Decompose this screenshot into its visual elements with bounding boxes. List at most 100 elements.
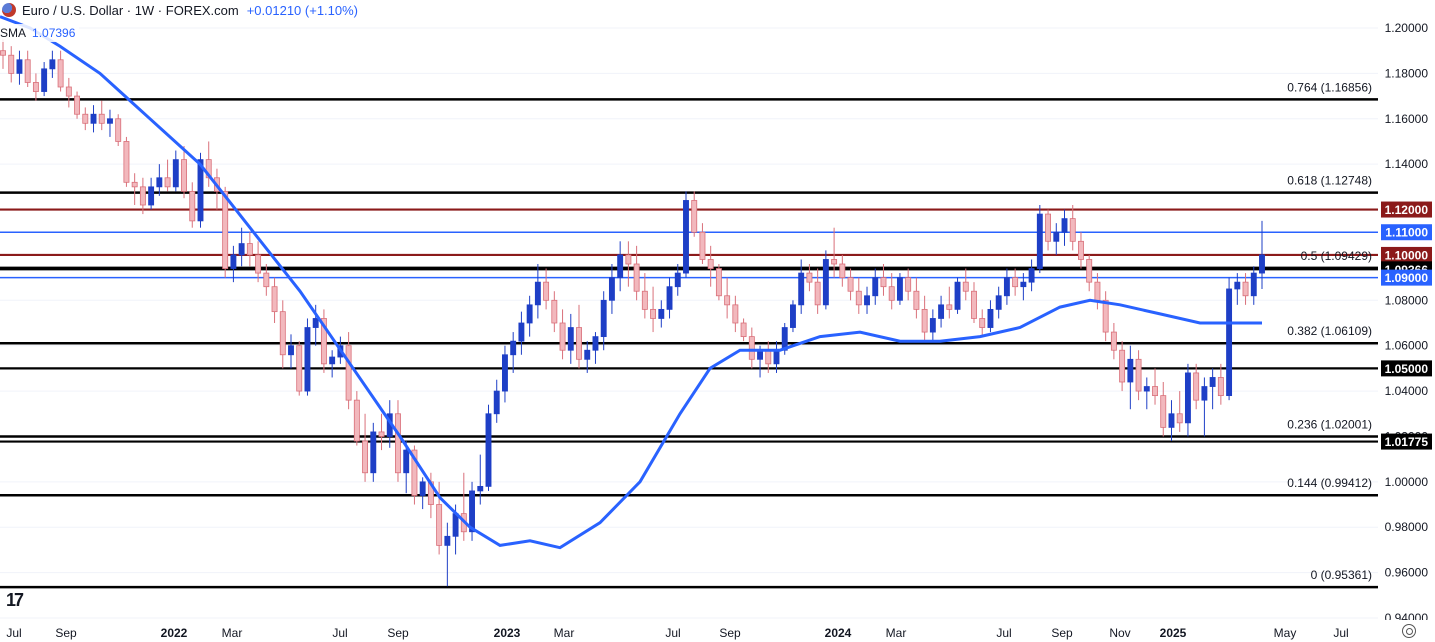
candle <box>691 191 698 237</box>
candle-body <box>650 308 657 319</box>
candle-body <box>1003 277 1010 297</box>
candle <box>617 241 624 292</box>
candle-body <box>1234 281 1241 290</box>
sma-legend[interactable]: SMA 1.07396 <box>0 24 80 42</box>
price-level-label: 1.05000 <box>1385 362 1429 376</box>
price-level-tag <box>1381 433 1432 450</box>
candle <box>864 286 870 314</box>
price-axis[interactable]: 1.20000 1.18000 1.16000 1.14000 1.12000 1.100… <box>1378 0 1435 625</box>
candle <box>304 318 311 396</box>
candle <box>123 136 130 187</box>
candle <box>1209 368 1216 410</box>
candle-body <box>822 259 829 306</box>
candle <box>131 173 138 205</box>
candle-body <box>288 345 294 356</box>
candle <box>913 277 920 319</box>
candle <box>551 291 558 333</box>
candle-body <box>362 440 369 474</box>
settings-icon[interactable] <box>1402 624 1416 638</box>
candle-body <box>131 181 138 188</box>
candle-body <box>304 327 311 392</box>
candle-body <box>24 59 31 83</box>
price-level-label: 1.12000 <box>1385 203 1429 217</box>
candle-body <box>592 336 599 351</box>
symbol-title[interactable]: Euro / U.S. Dollar · 1W · FOREX.com <box>22 2 239 18</box>
candle <box>477 454 484 505</box>
candle-body <box>148 186 155 206</box>
candle-body <box>205 159 212 179</box>
candle-body <box>1193 372 1200 401</box>
candle-body <box>559 322 566 351</box>
candle-body <box>839 263 846 279</box>
candle <box>896 273 903 305</box>
candle <box>1217 363 1224 405</box>
candle-body <box>608 277 615 301</box>
x-tick-label: Jul <box>6 626 21 640</box>
candle <box>57 50 64 92</box>
candle <box>222 186 229 278</box>
candle <box>1036 205 1043 274</box>
candle <box>419 477 426 510</box>
candle-body <box>641 290 648 310</box>
candle-body <box>526 304 533 324</box>
candle <box>353 391 360 446</box>
candle-body <box>896 277 903 301</box>
candle-body <box>444 535 451 546</box>
candle <box>148 177 155 210</box>
tradingview-logo-icon[interactable]: 17 <box>6 590 24 610</box>
candle <box>444 522 451 587</box>
candle-body <box>1061 218 1068 233</box>
candle <box>625 241 632 287</box>
price-level-label: 1.09000 <box>1385 271 1429 285</box>
candle-body <box>1127 358 1134 383</box>
candle <box>90 105 97 133</box>
candle-body <box>1069 218 1076 242</box>
candle <box>107 109 113 137</box>
candle-body <box>296 345 303 392</box>
candle-body <box>1259 254 1265 274</box>
candle <box>164 159 171 192</box>
candle-body <box>699 231 706 260</box>
candle <box>329 350 336 378</box>
candle-body <box>674 272 681 288</box>
candle <box>954 277 961 314</box>
candle <box>872 268 879 305</box>
candle <box>1250 266 1257 305</box>
candle <box>518 311 525 355</box>
candle-body <box>0 50 6 56</box>
candles <box>0 39 1265 587</box>
candle-body <box>1160 395 1167 428</box>
candle <box>82 107 89 131</box>
candle <box>246 232 253 267</box>
candle-body <box>707 259 714 269</box>
candle <box>502 345 508 403</box>
candle-body <box>1036 213 1043 269</box>
price-level-tag <box>1381 360 1432 377</box>
price-level-tag <box>1381 246 1432 263</box>
candle-body <box>65 86 72 97</box>
candle <box>205 141 212 187</box>
fib-label: 0.764 (1.16856) <box>1287 80 1372 94</box>
fib-label: 0 (0.95361) <box>1311 568 1372 582</box>
candle-body <box>1078 240 1084 260</box>
fib-label: 0.382 (1.06109) <box>1287 324 1372 338</box>
candle <box>1061 209 1068 246</box>
candle-body <box>82 113 89 124</box>
candle <box>1020 273 1027 301</box>
candle <box>279 300 286 369</box>
candle-body <box>921 308 928 333</box>
candle <box>395 400 401 482</box>
candle <box>748 327 755 369</box>
candle-body <box>493 390 500 415</box>
time-axis[interactable]: Jul Sep 2022 Mar Jul Sep 2023 Mar Jul Sep 2024 Mar J… <box>0 620 1435 642</box>
candle <box>1078 232 1084 269</box>
candle-body <box>864 295 870 306</box>
candle-body <box>633 263 640 292</box>
candle <box>238 227 245 267</box>
y-tick-label: 1.04000 <box>1385 384 1429 398</box>
candle-body <box>1242 281 1249 297</box>
candle <box>1086 254 1093 292</box>
candle-body <box>107 118 113 124</box>
candle <box>1242 273 1249 305</box>
